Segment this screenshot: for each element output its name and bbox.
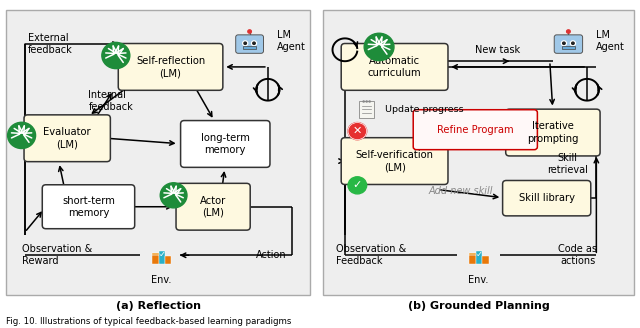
FancyBboxPatch shape: [176, 183, 250, 230]
Text: Refine Program: Refine Program: [437, 125, 514, 135]
Circle shape: [362, 100, 365, 103]
Circle shape: [570, 41, 575, 46]
FancyBboxPatch shape: [554, 35, 582, 53]
Text: (b) Grounded Planning: (b) Grounded Planning: [408, 301, 549, 311]
FancyBboxPatch shape: [236, 35, 264, 53]
Text: LM
Agent: LM Agent: [277, 31, 306, 52]
Circle shape: [364, 33, 394, 61]
Circle shape: [368, 100, 371, 103]
Bar: [159, 251, 165, 264]
Circle shape: [572, 42, 574, 44]
Circle shape: [160, 183, 187, 208]
FancyBboxPatch shape: [341, 44, 448, 90]
Text: Observation &
Feedback: Observation & Feedback: [335, 244, 406, 266]
Text: ✓: ✓: [159, 250, 166, 259]
Text: Action: Action: [255, 250, 286, 260]
Text: ✓: ✓: [353, 180, 362, 190]
Bar: [152, 253, 159, 255]
Text: ✓: ✓: [476, 250, 483, 259]
FancyBboxPatch shape: [118, 44, 223, 90]
Text: Code as
actions: Code as actions: [558, 244, 597, 266]
Text: Env.: Env.: [468, 275, 488, 284]
Text: ✕: ✕: [353, 126, 362, 136]
Circle shape: [8, 122, 36, 149]
Circle shape: [252, 41, 257, 46]
Circle shape: [253, 42, 255, 44]
Text: Observation &
Reward: Observation & Reward: [22, 244, 92, 266]
Text: External
feedback: External feedback: [28, 33, 72, 55]
Bar: [468, 255, 476, 264]
Text: Evaluator
(LM): Evaluator (LM): [44, 127, 91, 150]
Circle shape: [102, 42, 130, 69]
Bar: [468, 253, 476, 255]
FancyBboxPatch shape: [42, 185, 134, 229]
Bar: [562, 46, 575, 49]
Text: Actor
(LM): Actor (LM): [200, 195, 227, 218]
Circle shape: [365, 100, 368, 103]
FancyBboxPatch shape: [323, 10, 634, 295]
FancyBboxPatch shape: [6, 10, 310, 295]
FancyBboxPatch shape: [502, 180, 591, 216]
Bar: [476, 251, 483, 264]
Text: Update progress: Update progress: [385, 105, 464, 114]
Circle shape: [244, 42, 246, 44]
Text: (a) Reflection: (a) Reflection: [116, 301, 201, 311]
FancyBboxPatch shape: [506, 109, 600, 156]
FancyBboxPatch shape: [413, 110, 538, 150]
Text: long-term
memory: long-term memory: [201, 133, 250, 155]
Circle shape: [563, 42, 565, 44]
Bar: [165, 256, 172, 264]
Text: Internal
feedback: Internal feedback: [88, 90, 133, 112]
Bar: [483, 256, 488, 264]
Text: Skill
retrieval: Skill retrieval: [547, 153, 588, 175]
Circle shape: [348, 123, 367, 140]
Text: Fig. 10. Illustrations of typical feedback-based learning paradigms: Fig. 10. Illustrations of typical feedba…: [6, 318, 292, 326]
Text: LM
Agent: LM Agent: [596, 31, 625, 52]
Text: Env.: Env.: [151, 275, 172, 284]
Bar: [152, 255, 159, 264]
Text: Skill library: Skill library: [518, 193, 575, 203]
FancyBboxPatch shape: [180, 121, 270, 167]
Circle shape: [348, 177, 367, 194]
Circle shape: [243, 41, 248, 46]
Text: Add new skill: Add new skill: [429, 186, 493, 196]
Text: Automatic
curriculum: Automatic curriculum: [368, 56, 421, 78]
Bar: [359, 101, 374, 118]
Circle shape: [566, 30, 570, 33]
Circle shape: [561, 41, 566, 46]
Bar: [243, 46, 256, 49]
Circle shape: [248, 30, 252, 33]
FancyBboxPatch shape: [341, 138, 448, 184]
Text: Self-verification
(LM): Self-verification (LM): [356, 150, 433, 172]
Text: New task: New task: [476, 45, 520, 55]
Text: Self-reflection
(LM): Self-reflection (LM): [136, 56, 205, 78]
Text: short-term
memory: short-term memory: [62, 195, 115, 218]
Text: Iterative
prompting: Iterative prompting: [527, 121, 579, 144]
FancyBboxPatch shape: [24, 115, 110, 162]
